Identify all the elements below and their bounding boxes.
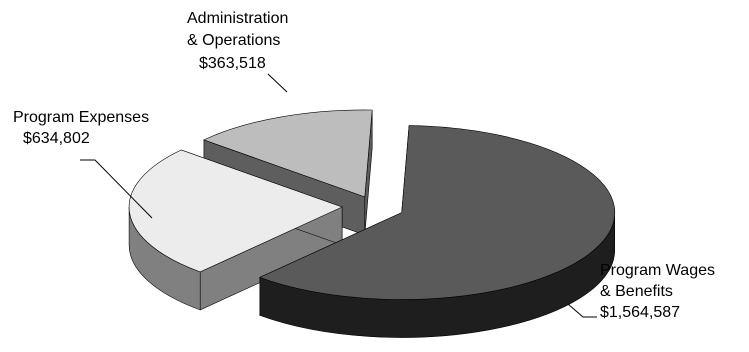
leader-line-program-expenses — [80, 159, 153, 219]
label-program-wages-line2: & Benefits — [600, 283, 673, 300]
slice-program-expenses-top — [128, 149, 343, 273]
slice-program-expenses — [128, 149, 343, 311]
leader-line-program-wages — [567, 303, 597, 318]
label-program-expenses: Program Expenses — [13, 109, 149, 126]
slice-program-wages — [259, 125, 616, 338]
value-program-wages: $1,564,587 — [600, 304, 680, 321]
slice-administration-top — [203, 109, 373, 198]
label-program-wages-line1: Program Wages — [600, 262, 715, 279]
value-program-expenses: $634,802 — [23, 130, 90, 147]
leader-lines — [80, 73, 597, 318]
pie-slices — [128, 109, 616, 338]
leader-line-administration — [267, 73, 288, 93]
slice-labels: Program Wages & Benefits $1,564,587 Prog… — [13, 10, 715, 321]
value-administration: $363,518 — [199, 55, 266, 72]
label-administration-line2: & Operations — [187, 32, 280, 49]
slice-program-wages-top — [259, 125, 616, 300]
label-administration-line1: Administration — [187, 10, 288, 27]
